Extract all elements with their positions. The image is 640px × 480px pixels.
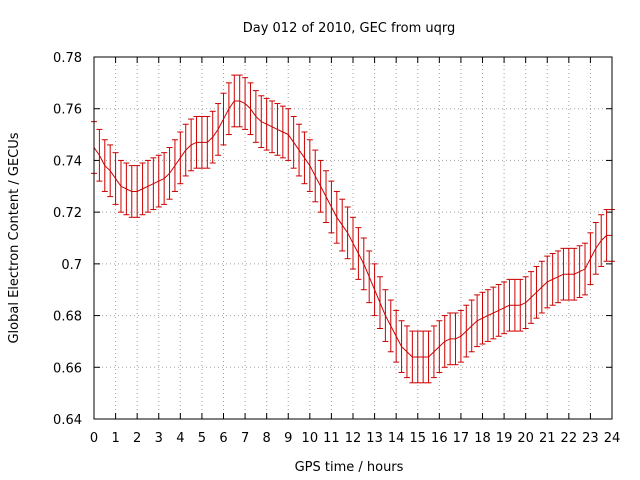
x-tick-label: 11	[323, 431, 340, 446]
x-tick-label: 22	[561, 431, 578, 446]
x-tick-label: 9	[284, 431, 292, 446]
x-tick-label: 14	[388, 431, 405, 446]
x-tick-label: 7	[241, 431, 249, 446]
x-tick-label: 3	[155, 431, 163, 446]
y-tick-label: 0.64	[53, 413, 82, 428]
x-tick-label: 21	[539, 431, 556, 446]
x-tick-label: 19	[496, 431, 513, 446]
y-tick-label: 0.78	[53, 51, 82, 66]
y-tick-label: 0.74	[53, 154, 82, 169]
x-tick-label: 10	[302, 431, 319, 446]
x-tick-label: 15	[409, 431, 426, 446]
x-tick-label: 23	[582, 431, 599, 446]
y-tick-label: 0.66	[53, 361, 82, 376]
x-tick-label: 5	[198, 431, 206, 446]
series-gec	[91, 74, 615, 384]
y-tick-label: 0.7	[61, 258, 82, 273]
plot-frame	[93, 56, 613, 420]
x-tick-label: 13	[366, 431, 383, 446]
x-axis-label: GPS time / hours	[295, 460, 404, 475]
x-tick-label: 2	[133, 431, 141, 446]
x-tick-label: 16	[431, 431, 448, 446]
x-tick-label: 1	[111, 431, 119, 446]
x-tick-label: 8	[263, 431, 271, 446]
x-tick-label: 18	[474, 431, 491, 446]
x-tick-label: 0	[90, 431, 98, 446]
x-tick-label: 24	[604, 431, 621, 446]
y-axis-label: Global Electron Content / GECUs	[7, 132, 22, 343]
chart-title: Day 012 of 2010, GEC from uqrg	[243, 21, 456, 36]
y-tick-label: 0.72	[53, 206, 82, 221]
x-tick-label: 12	[345, 431, 362, 446]
x-tick-label: 20	[517, 431, 534, 446]
x-tick-label: 17	[453, 431, 470, 446]
x-axis-ticks: 0 1 2 3 4 5 6 7 8 9 10 11 12 13 14 15 16 17 18 19 20 21 22 23 24	[90, 57, 620, 446]
x-tick-label: 4	[176, 431, 184, 446]
y-tick-label: 0.76	[53, 103, 82, 118]
x-tick-label: 6	[219, 431, 227, 446]
y-axis-ticks: 0.64 0.66 0.68 0.7 0.72 0.74 0.76 0.78	[53, 51, 612, 428]
y-tick-label: 0.68	[53, 310, 82, 325]
